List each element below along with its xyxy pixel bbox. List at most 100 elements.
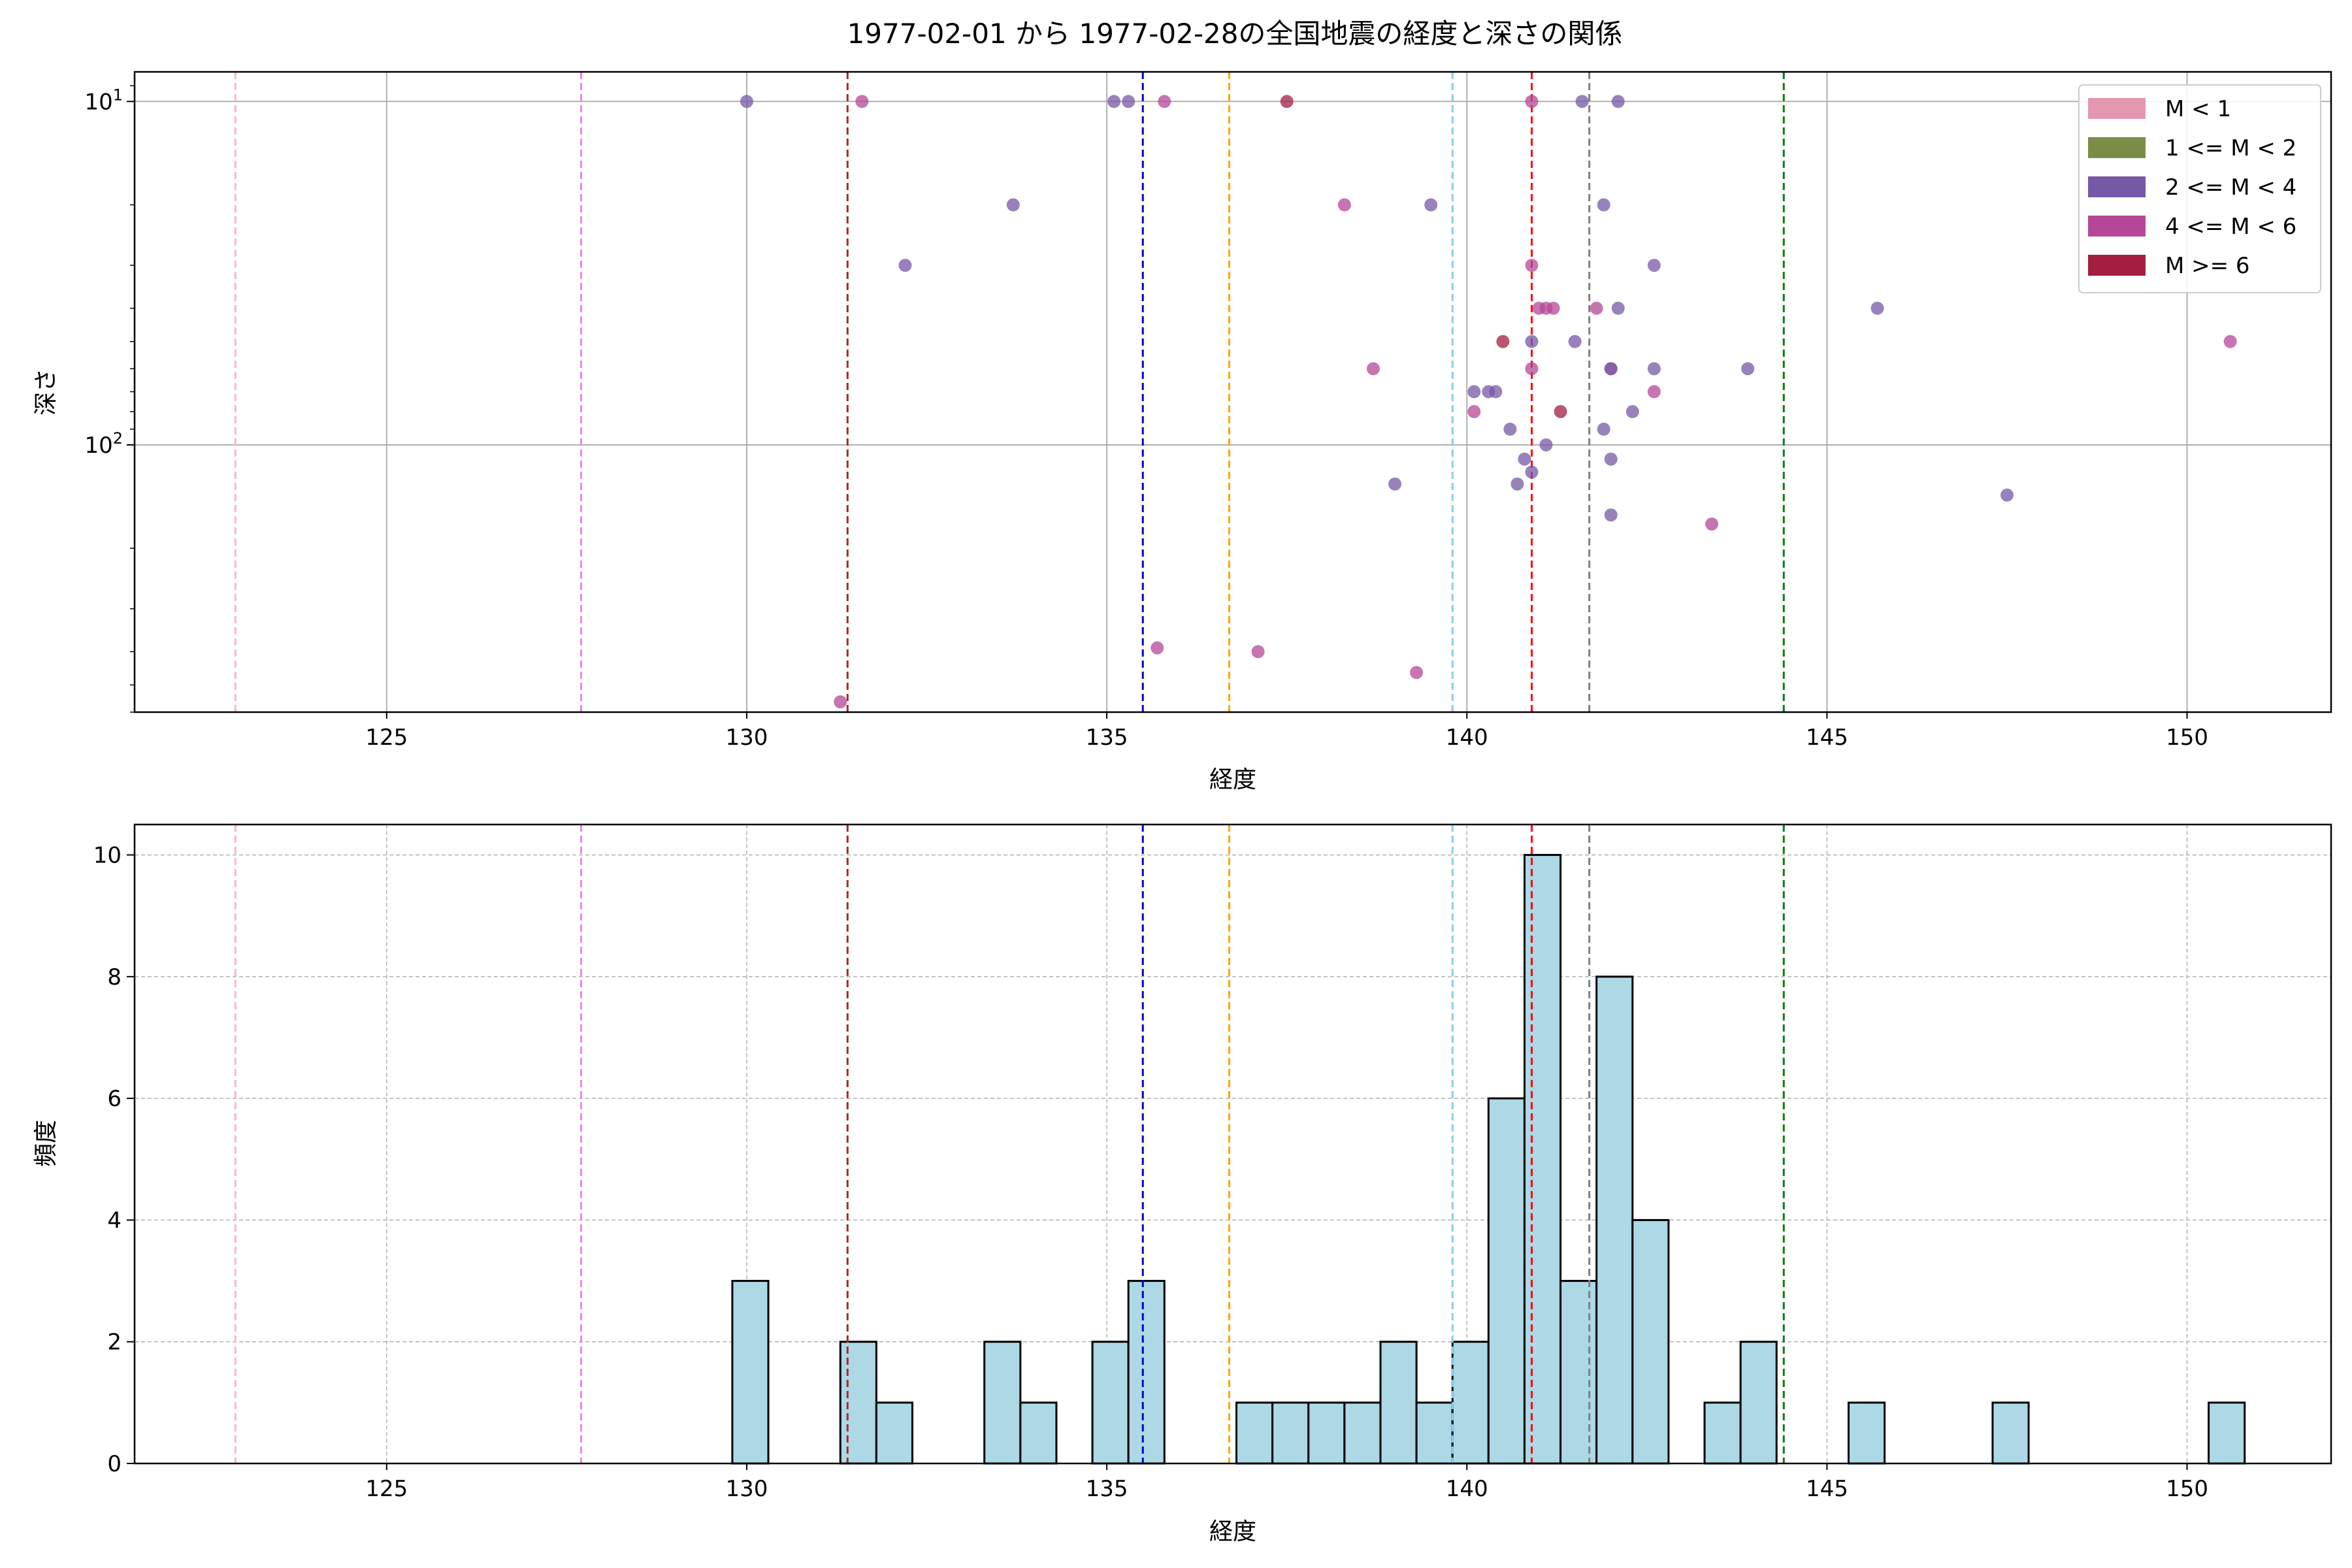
scatter-x-tick-label: 125 — [365, 725, 408, 751]
histogram-bar — [875, 1401, 913, 1465]
scatter-point — [1870, 301, 1884, 315]
histogram-x-tick-label: 130 — [725, 1476, 768, 1502]
histogram-bar — [1631, 1218, 1670, 1465]
histogram-y-tick-label: 0 — [107, 1451, 122, 1477]
legend-label: 1 <= M < 2 — [2165, 135, 2296, 161]
scatter-point — [1647, 259, 1661, 272]
scatter-legend: M < 1 1 <= M < 2 2 <= M < 4 4 <= M < 6 M >= … — [2078, 84, 2321, 293]
histogram-bar — [1739, 1341, 1778, 1465]
histogram-reference-lines — [234, 825, 1785, 1463]
scatter-point — [1604, 362, 1618, 376]
scatter-point — [1525, 362, 1539, 376]
histogram-bar — [1379, 1341, 1418, 1465]
scatter-point — [1107, 95, 1121, 108]
scatter-point — [1611, 95, 1625, 108]
scatter-point — [1511, 477, 1524, 491]
scatter-point — [855, 95, 869, 108]
histogram-bar — [1127, 1280, 1166, 1465]
histogram-bar — [1560, 1280, 1598, 1465]
legend-box — [2078, 84, 2321, 293]
scatter-point — [1251, 645, 1265, 659]
histogram-y-tick-label: 4 — [107, 1207, 122, 1233]
histogram-bar — [1343, 1401, 1382, 1465]
scatter-point — [1366, 362, 1380, 376]
scatter-x-axis-label: 経度 — [1209, 766, 1256, 793]
histogram-bar — [2208, 1401, 2246, 1465]
histogram-axes-frame — [133, 823, 2332, 1465]
histogram-bar — [1091, 1341, 1130, 1465]
scatter-point — [1647, 362, 1661, 376]
figure-title: 1977-02-01 から 1977-02-28の全国地震の経度と深さの関係 — [847, 18, 1623, 50]
scatter-point — [1575, 95, 1589, 108]
histogram-x-tick-label: 145 — [1806, 1476, 1848, 1502]
histogram-bar — [983, 1341, 1022, 1465]
scatter-point — [1597, 198, 1610, 212]
scatter-point — [1625, 405, 1639, 419]
scatter-y-tick-label: 102 — [84, 429, 123, 459]
scatter-point — [1496, 335, 1510, 348]
histogram-bar — [1415, 1401, 1454, 1465]
scatter-point — [1741, 362, 1755, 376]
scatter-point — [1568, 335, 1582, 348]
histogram-y-tick-label: 8 — [107, 964, 122, 990]
scatter-point — [2223, 335, 2237, 348]
histogram-bar — [1271, 1401, 1310, 1465]
scatter-point — [1525, 259, 1539, 272]
scatter-y-tick-label: 101 — [84, 86, 123, 115]
scatter-point — [1489, 385, 1503, 399]
scatter-point — [1467, 405, 1481, 419]
histogram-x-axis-label: 経度 — [1209, 1518, 1256, 1545]
scatter-point — [1410, 666, 1424, 679]
histogram-bar — [1307, 1401, 1346, 1465]
scatter-point — [1158, 95, 1171, 108]
scatter-point — [1590, 301, 1603, 315]
scatter-point — [1151, 641, 1164, 655]
histogram-bar — [1703, 1401, 1742, 1465]
scatter-point — [1280, 95, 1294, 108]
scatter-point — [1597, 422, 1610, 436]
scatter-point — [1546, 301, 1560, 315]
scatter-point — [1611, 301, 1625, 315]
scatter-point — [1424, 198, 1438, 212]
scatter-point — [1388, 477, 1402, 491]
scatter-x-tick-label: 140 — [1446, 725, 1488, 751]
histogram-bar — [1991, 1401, 2030, 1465]
histogram-x-tick-label: 150 — [2166, 1476, 2208, 1502]
histogram-x-tick-label: 125 — [365, 1476, 408, 1502]
scatter-x-tick-label: 145 — [1806, 725, 1848, 751]
legend-label: 4 <= M < 6 — [2165, 214, 2296, 240]
histogram-bar — [1523, 854, 1562, 1465]
histogram-x-ticks: 125 130 135 140 145 150 — [365, 1463, 2208, 1502]
scatter-point — [1337, 198, 1351, 212]
legend-swatch — [2088, 137, 2146, 158]
scatter-point — [1006, 198, 1020, 212]
legend-swatch — [2088, 98, 2146, 119]
scatter-point — [1525, 465, 1539, 479]
legend-swatch — [2088, 255, 2146, 276]
scatter-point — [740, 95, 753, 108]
legend-label: 2 <= M < 4 — [2165, 174, 2296, 201]
scatter-point — [1525, 95, 1539, 108]
scatter-point — [1503, 422, 1517, 436]
histogram-y-ticks: 0 2 4 6 8 10 — [93, 843, 135, 1477]
histogram-bar — [1235, 1401, 1274, 1465]
histogram-bar — [839, 1341, 877, 1465]
scatter-x-ticks: 125 130 135 140 145 150 — [365, 712, 2208, 751]
scatter-point — [1122, 95, 1135, 108]
scatter-x-tick-label: 150 — [2166, 725, 2208, 751]
scatter-panel: 125 130 135 140 145 150 101 102 経度 深さ M < 1 1 <… — [33, 71, 2332, 793]
legend-swatch — [2088, 176, 2146, 197]
scatter-point — [1525, 335, 1539, 348]
scatter-point — [1467, 385, 1481, 399]
legend-swatch — [2088, 216, 2146, 237]
scatter-x-tick-label: 130 — [725, 725, 768, 751]
scatter-point — [1554, 405, 1567, 419]
scatter-point — [834, 695, 847, 709]
legend-label: M < 1 — [2165, 96, 2231, 122]
scatter-x-tick-label: 135 — [1086, 725, 1128, 751]
scatter-point — [1518, 452, 1531, 466]
histogram-bar — [731, 1280, 770, 1465]
histogram-panel: 125 130 135 140 145 150 0 2 4 6 8 10 経度 頻度 — [33, 823, 2332, 1545]
